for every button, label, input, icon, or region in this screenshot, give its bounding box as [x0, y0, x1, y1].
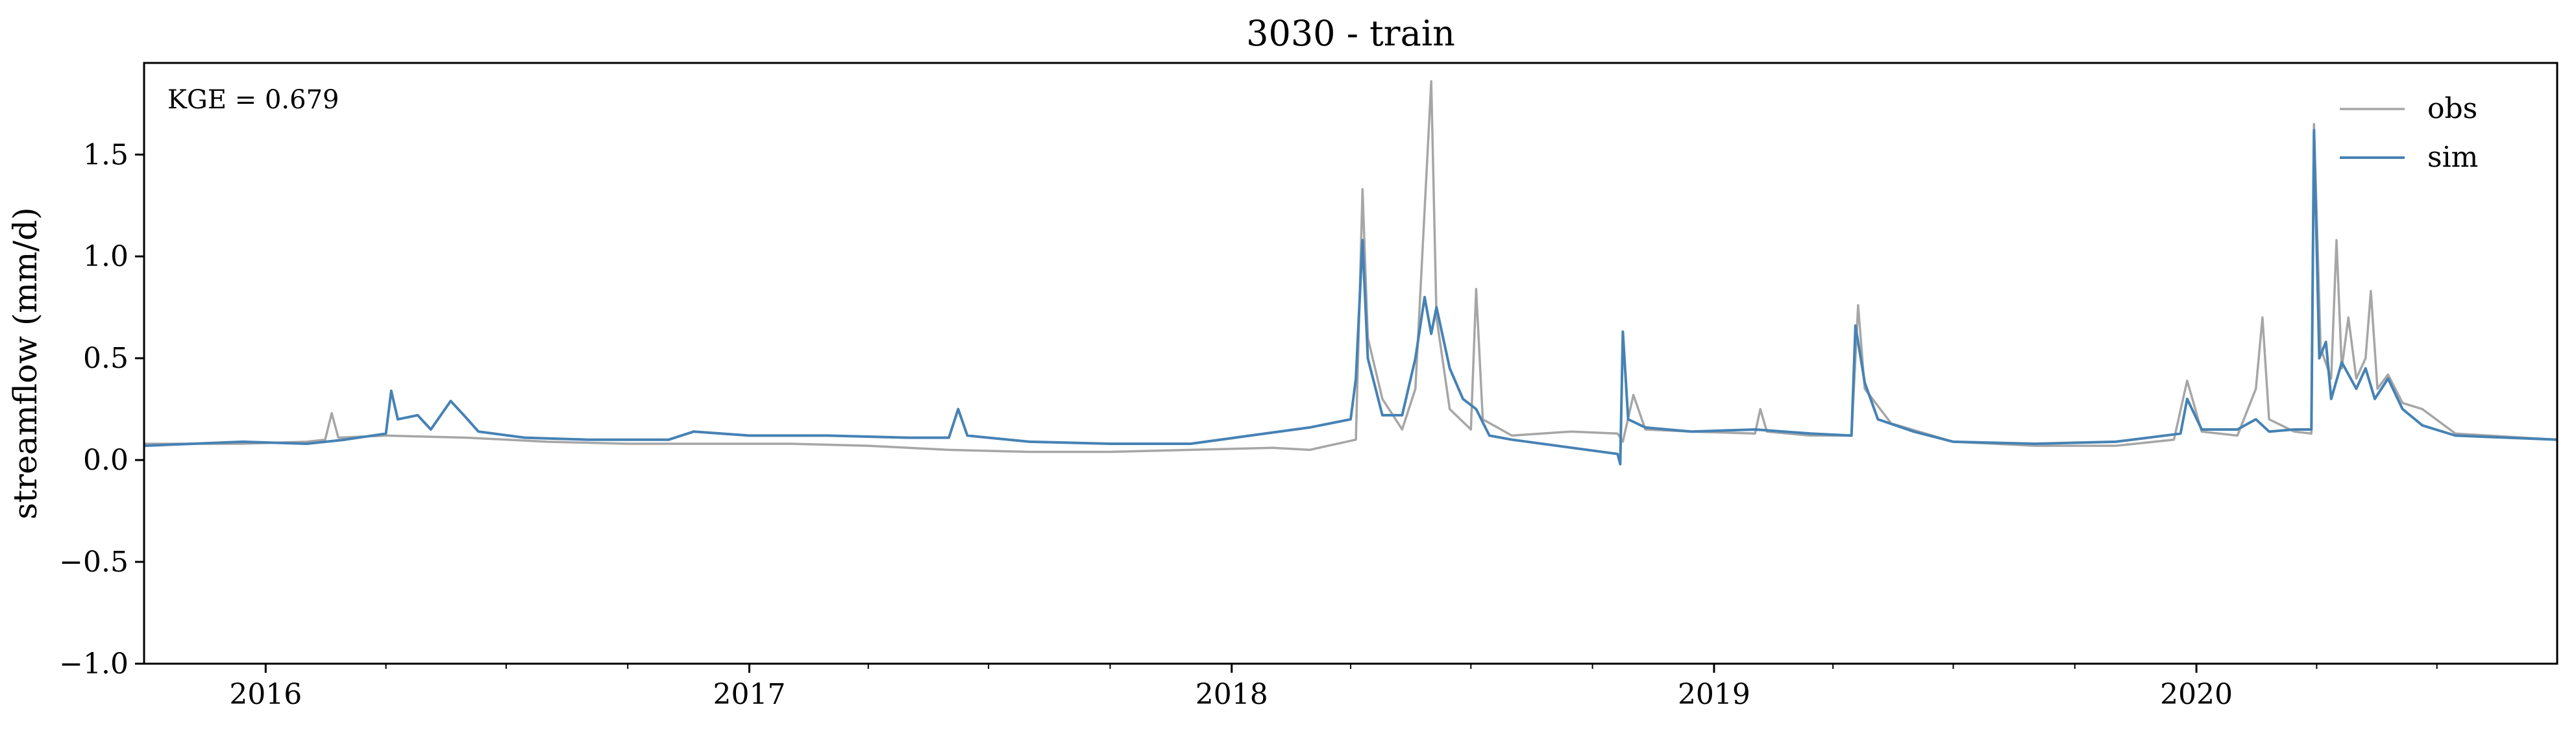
y-tick-label: 0.5: [83, 342, 129, 375]
plot-area: [144, 80, 2557, 466]
y-tick-label: 1.0: [83, 240, 129, 273]
x-tick-label: 2020: [2160, 678, 2233, 711]
axis-ticks: −1.0 −0.5 0.0 0.5 1.0 1.5 2016 2017 2018 2019 2020: [59, 138, 2438, 711]
legend-label-obs: obs: [2427, 92, 2477, 125]
x-tick-label: 2018: [1196, 678, 1268, 711]
chart-title: 3030 - train: [1246, 13, 1455, 54]
y-tick-label: −1.0: [59, 647, 129, 681]
series-line-sim: [144, 128, 2557, 466]
x-tick-label: 2017: [713, 678, 786, 711]
axes-frame: [143, 62, 2558, 665]
y-axis-title: streamflow (mm/d): [6, 207, 44, 519]
legend-label-sim: sim: [2427, 141, 2478, 174]
legend: obs sim: [2340, 92, 2478, 174]
y-tick-label: −0.5: [59, 546, 129, 579]
x-tick-label: 2016: [229, 678, 302, 711]
series-line-obs: [144, 80, 2557, 453]
y-tick-label: 0.0: [83, 444, 129, 477]
y-tick-label: 1.5: [83, 138, 129, 171]
kge-annotation: KGE = 0.679: [167, 85, 339, 115]
x-tick-label: 2019: [1678, 678, 1750, 711]
